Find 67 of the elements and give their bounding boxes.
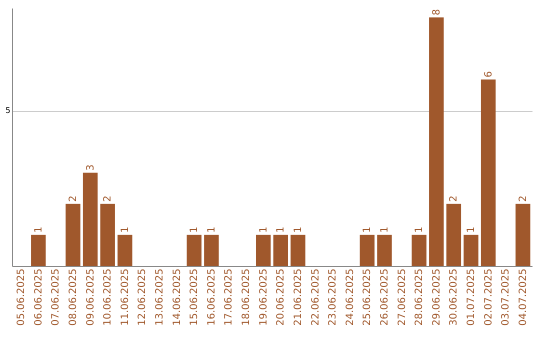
bar	[273, 234, 288, 266]
x-tick-label: 11.06.2025	[120, 268, 131, 326]
x-tick-label: 19.06.2025	[258, 268, 270, 326]
data-label: 2	[448, 195, 460, 202]
bar	[100, 204, 115, 266]
y-tick-label: 5	[5, 106, 10, 116]
x-tick-label: 24.06.2025	[344, 268, 356, 326]
bar	[256, 234, 271, 266]
x-tick-label: 09.06.2025	[85, 268, 96, 326]
x-tick-label: 18.06.2025	[241, 268, 252, 326]
data-label: 1	[414, 226, 426, 233]
bar	[31, 234, 46, 266]
x-tick-label: 05.06.2025	[16, 268, 28, 326]
x-tick-label: 29.06.2025	[431, 268, 442, 326]
x-tick-label: 01.07.2025	[466, 268, 477, 326]
bar	[290, 234, 306, 266]
data-label: 2	[518, 195, 529, 202]
data-label: 3	[85, 164, 96, 171]
bar	[82, 172, 98, 266]
data-label: 2	[102, 195, 114, 202]
x-tick-label: 27.06.2025	[396, 268, 408, 326]
x-tick-label: 20.06.2025	[276, 268, 287, 326]
x-tick-label: 12.06.2025	[137, 268, 148, 326]
x-tick-label: 22.06.2025	[310, 268, 322, 326]
x-tick-label: 13.06.2025	[154, 268, 166, 326]
x-tick-label: 15.06.2025	[189, 268, 200, 326]
data-label: 1	[276, 226, 287, 233]
x-tick-label: 17.06.2025	[224, 268, 235, 326]
data-label: 1	[362, 226, 374, 233]
x-tick-label: 21.06.2025	[292, 268, 304, 326]
x-tick-label: 02.07.2025	[483, 268, 494, 326]
data-label: 6	[483, 71, 494, 78]
bar	[360, 234, 375, 266]
x-tick-label: 07.06.2025	[50, 268, 62, 326]
data-label: 1	[33, 226, 44, 233]
x-tick-label: 08.06.2025	[68, 268, 79, 326]
bar	[204, 234, 219, 266]
bar	[66, 204, 80, 266]
x-tick-label: 25.06.2025	[362, 268, 374, 326]
x-tick-label: 06.06.2025	[33, 268, 44, 326]
x-tick-label: 28.06.2025	[414, 268, 426, 326]
x-tick-label: 10.06.2025	[102, 268, 114, 326]
data-label: 1	[189, 226, 200, 233]
x-tick-label: 04.07.2025	[518, 268, 529, 326]
data-label: 1	[466, 226, 477, 233]
x-tick-label: 03.07.2025	[500, 268, 512, 326]
x-tick-label: 23.06.2025	[328, 268, 339, 326]
x-tick-label: 14.06.2025	[172, 268, 183, 326]
bar	[412, 234, 426, 266]
bar	[516, 204, 530, 266]
data-label: 1	[206, 226, 218, 233]
x-tick-label: 26.06.2025	[379, 268, 390, 326]
bar	[186, 234, 202, 266]
data-label: 1	[379, 226, 390, 233]
bar	[446, 204, 462, 266]
data-label: 1	[258, 226, 270, 233]
data-label: 1	[292, 226, 304, 233]
bar	[429, 17, 444, 266]
x-tick-label: 30.06.2025	[448, 268, 460, 326]
data-label: 2	[68, 195, 79, 202]
bar	[118, 234, 132, 266]
bar	[464, 234, 478, 266]
bar	[377, 234, 392, 266]
data-label: 1	[120, 226, 131, 233]
data-label: 8	[431, 8, 442, 16]
bar	[480, 79, 496, 266]
x-tick-label: 16.06.2025	[206, 268, 218, 326]
